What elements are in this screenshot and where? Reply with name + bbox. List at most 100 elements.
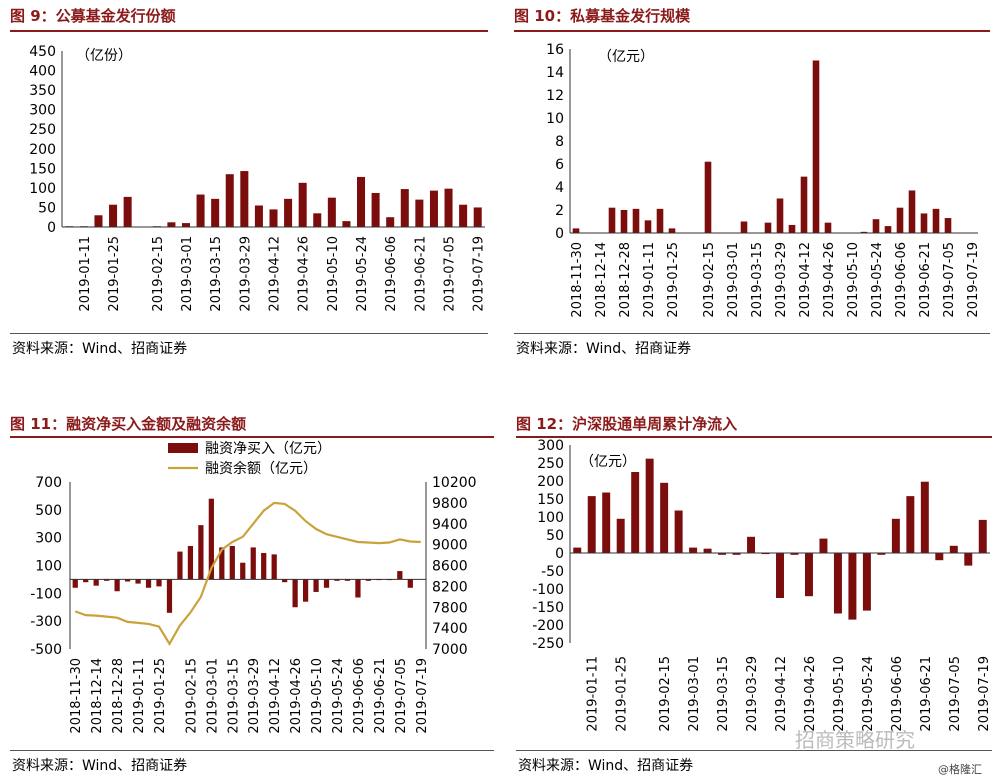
x-tick-label: 2018-12-14: [90, 658, 105, 734]
y-tick-label: 350: [29, 83, 56, 99]
bar: [848, 553, 857, 620]
y2-tick-label: 8200: [432, 579, 468, 595]
x-tick-label: 2019-06-21: [919, 656, 934, 732]
chart-svg: -250 -200 -150 -100 -50 0 50 100 150 200 250 300 201…: [532, 438, 992, 732]
x-tick-label: 2019-04-26: [822, 242, 837, 318]
y-tick-label: 10: [546, 111, 564, 127]
bar: [196, 194, 205, 227]
bar: [240, 562, 246, 580]
y-tick-label: 8: [555, 134, 564, 150]
y-tick-label: 100: [29, 181, 56, 197]
bar: [344, 579, 351, 581]
legend-label: 融资净买入（亿元）: [205, 441, 331, 457]
y-tick-label: 0: [555, 546, 564, 562]
bar: [269, 209, 278, 227]
x-tick-label: 2019-02-15: [184, 658, 199, 734]
x-tick-label: 2019-03-15: [716, 656, 731, 732]
y-tick-label: 150: [29, 161, 56, 177]
y-tick-label: 150: [537, 492, 564, 508]
bar: [397, 571, 403, 580]
y-tick-label: 100: [537, 510, 564, 526]
x-tick-label: 2018-12-28: [618, 242, 633, 318]
bar: [135, 579, 141, 584]
x-tick-label: 2019-05-24: [355, 236, 370, 312]
source-rule: [10, 750, 494, 751]
title-rule: [514, 30, 990, 32]
bar: [674, 510, 683, 553]
y-tick-label: 200: [537, 474, 564, 490]
title-rule: [10, 30, 488, 32]
x-tick-label: 2019-05-24: [861, 656, 876, 732]
y-tick-label: 50: [38, 200, 56, 216]
bar: [732, 553, 741, 555]
x-tick-label: 2019-01-25: [153, 658, 168, 734]
bar: [776, 198, 784, 233]
y-tick-label: 250: [29, 122, 56, 138]
x-tick-label: 2019-07-19: [472, 236, 487, 312]
y-tick-label: 500: [35, 503, 62, 519]
x-tick-label: 2019-05-24: [870, 242, 885, 318]
x-tick-label: 2018-11-30: [570, 242, 585, 318]
y2-tick-label: 7800: [432, 600, 468, 616]
bar: [342, 221, 351, 227]
x-tick-label: 2019-03-15: [750, 242, 765, 318]
bar: [313, 579, 319, 592]
bar: [800, 176, 808, 233]
bar: [804, 553, 813, 597]
chart-title: 图 10：私募基金发行规模: [514, 7, 691, 25]
y2-tick-label: 9800: [432, 496, 468, 512]
balance-line: [74, 501, 421, 646]
bar: [459, 204, 468, 227]
bar: [860, 231, 868, 233]
bar: [920, 481, 929, 553]
x-tick-label: 2019-01-11: [586, 656, 601, 732]
bar: [327, 197, 336, 227]
bar: [167, 222, 176, 227]
x-tick-label: 2019-01-25: [666, 242, 681, 318]
y-tick-label: 200: [29, 142, 56, 158]
y-tick-label: 0: [555, 226, 564, 242]
y-tick-label: 4: [555, 180, 564, 196]
x-tick-label: 2018-12-14: [594, 242, 609, 318]
x-tick-label: 2019-06-21: [373, 658, 388, 734]
x-tick-label: 2019-07-05: [394, 658, 409, 734]
bar: [407, 579, 413, 588]
x-tick-label: 2019-03-29: [745, 656, 760, 732]
y-tick-label: -50: [541, 564, 564, 580]
x-tick-label: 2019-01-11: [78, 236, 93, 312]
bar: [944, 218, 952, 233]
bar: [365, 579, 372, 581]
bar: [877, 553, 886, 555]
bar: [177, 551, 183, 580]
bar: [660, 482, 669, 553]
bar: [704, 161, 712, 233]
x-tick-label: 2019-06-06: [384, 236, 399, 312]
bar: [72, 579, 78, 588]
x-tick-label: 2019-05-10: [310, 658, 325, 734]
bar: [219, 547, 225, 580]
y-tick-label: 0: [47, 220, 56, 236]
source-rule: [516, 750, 992, 751]
x-tick-label: 2019-06-21: [918, 242, 933, 318]
x-tick-label: 2019-03-29: [774, 242, 789, 318]
bar: [644, 220, 652, 233]
chart-svg: 0 50 100 150 200 250 300 350 400 450 2019-01-11 201…: [29, 44, 487, 312]
x-tick-label: 2019-03-29: [247, 658, 262, 734]
y2-tick-label: 8600: [432, 559, 468, 575]
chart-title: 图 11：融资净买入金额及融资余额: [10, 415, 247, 433]
y-tick-label: 400: [29, 64, 56, 80]
x-tick-label: 2019-06-21: [413, 236, 428, 312]
bar: [323, 579, 330, 588]
x-tick-label: 2019-07-19: [977, 656, 992, 732]
bar: [334, 579, 340, 581]
y2-tick-label: 9400: [432, 517, 468, 533]
bar: [282, 579, 288, 583]
bar: [271, 554, 277, 580]
bar: [862, 553, 871, 611]
x-tick-label: 2019-01-11: [132, 658, 147, 734]
bar: [415, 199, 424, 227]
x-tick-label: 2019-04-12: [774, 656, 789, 732]
bar: [473, 207, 482, 227]
bar: [689, 547, 698, 553]
x-tick-label: 2019-06-06: [352, 658, 367, 734]
